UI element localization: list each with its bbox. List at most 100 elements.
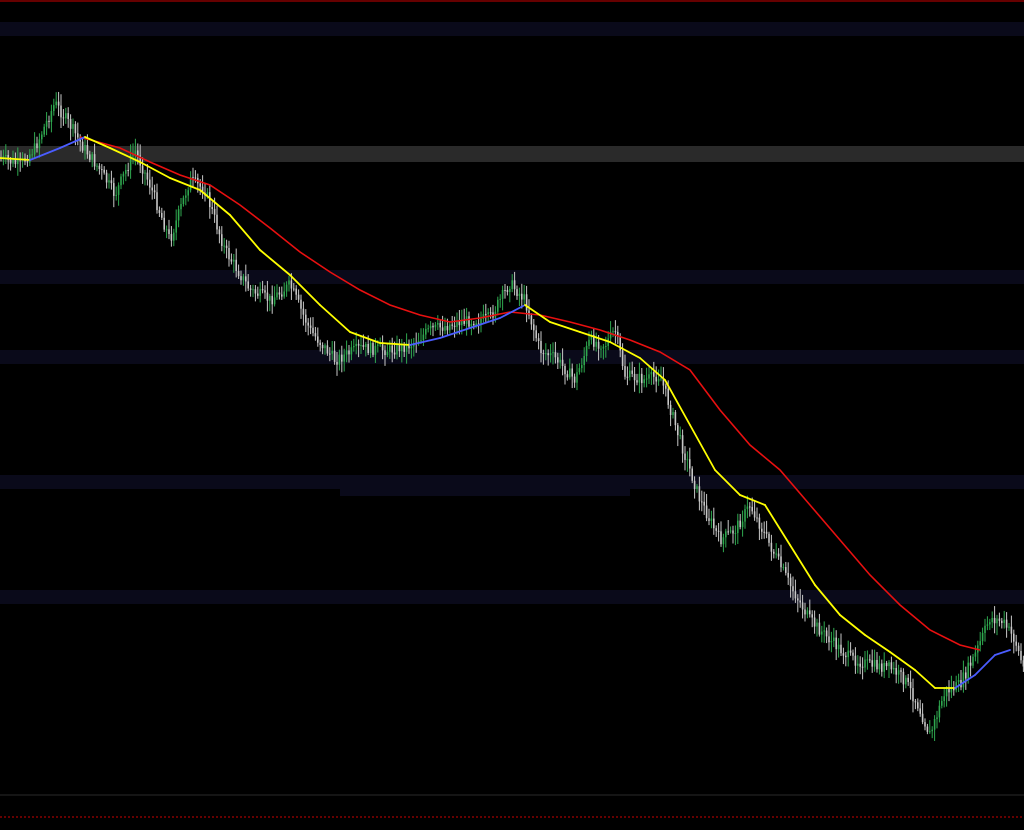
candle-body (739, 520, 741, 528)
candle-body (984, 625, 986, 633)
candle-body (660, 378, 662, 380)
candle-body (917, 702, 919, 709)
candle-body (1008, 626, 1010, 628)
candle-body (410, 346, 413, 349)
fast-moving-average-segment (864, 634, 891, 653)
candle-body (785, 567, 787, 573)
candle-body (216, 214, 218, 230)
candle-body (521, 293, 523, 300)
candle-body (189, 177, 192, 191)
candle-body (667, 388, 669, 405)
candle-body (81, 141, 84, 151)
candle-body (288, 280, 290, 285)
candle-body (110, 180, 113, 184)
candle-body (153, 190, 156, 193)
candle-body (873, 659, 876, 667)
candle-body (343, 354, 345, 362)
candle-body (674, 412, 677, 426)
candle-body (293, 288, 295, 290)
candle-body (485, 314, 487, 316)
candle-body (585, 345, 588, 356)
candle-body (264, 290, 266, 293)
candle-body (405, 343, 408, 352)
candle-body (679, 435, 681, 437)
fast-moving-average-segment (139, 161, 171, 179)
candle-body (818, 622, 821, 635)
candle-body (657, 379, 660, 382)
candle-body (765, 531, 768, 534)
candle-body (533, 324, 535, 331)
candle-body (281, 294, 283, 297)
candle-body (158, 210, 161, 213)
candle-body (103, 169, 105, 173)
candle-body (648, 374, 650, 379)
candle-body (441, 327, 444, 331)
candle-body (825, 630, 828, 637)
candle-body (986, 624, 989, 626)
candle-body (449, 324, 451, 331)
faint-band-center (340, 480, 630, 496)
fast-moving-average-segment (59, 136, 86, 149)
fast-moving-average-segment (994, 649, 1011, 656)
candle-body (45, 120, 48, 127)
candle-body (609, 331, 612, 339)
candle-body (859, 663, 861, 667)
fast-moving-average-segment (579, 331, 611, 343)
candle-body (847, 650, 849, 658)
candle-body (384, 350, 386, 356)
fast-moving-average-segment (379, 342, 411, 346)
fast-moving-average-segment (889, 651, 916, 671)
candle-body (105, 172, 108, 183)
candle-body (86, 145, 89, 155)
candle-body (357, 343, 360, 346)
candle-body (305, 314, 307, 323)
candle-body (326, 345, 329, 354)
candle-body (804, 609, 806, 615)
candle-body (427, 328, 429, 330)
candle-body (149, 179, 151, 188)
candle-body (770, 542, 773, 552)
candle-body (701, 501, 703, 503)
candle-body (734, 533, 737, 535)
candle-body (477, 323, 480, 325)
candle-body (996, 618, 998, 624)
candle-body (348, 350, 350, 355)
candle-body (194, 177, 197, 179)
candle-body (530, 315, 533, 325)
candle-body (801, 602, 804, 610)
candle-body (631, 370, 633, 374)
candle-body (96, 165, 98, 167)
candle-body (583, 355, 585, 366)
candle-body (890, 662, 893, 670)
candle-body (89, 154, 91, 160)
fast-moving-average-segment (289, 274, 321, 306)
candle-body (365, 343, 367, 347)
candle-body (372, 342, 374, 355)
candle-body (336, 361, 338, 365)
candle-body (557, 357, 559, 363)
candle-body (981, 632, 984, 642)
candle-body (321, 344, 324, 349)
candle-body (974, 652, 977, 657)
candle-body (929, 731, 931, 733)
candle-body (941, 701, 943, 706)
candle-body (425, 328, 427, 335)
candle-body (50, 111, 53, 122)
candle-body (936, 717, 938, 720)
candle-body (597, 341, 600, 349)
candle-body (842, 653, 845, 656)
candle-body (444, 326, 446, 331)
candle-body (938, 705, 941, 718)
candle-body (876, 659, 878, 670)
candle-body (77, 133, 79, 138)
candle-body (957, 680, 960, 683)
candle-body (638, 373, 641, 383)
candle-body (871, 660, 873, 667)
candle-body (473, 323, 475, 326)
candle-body (125, 169, 127, 174)
candle-body (369, 342, 372, 353)
candle-body (751, 506, 753, 512)
candle-body (566, 374, 569, 378)
candle-body (165, 229, 168, 231)
candle-body (943, 696, 945, 702)
